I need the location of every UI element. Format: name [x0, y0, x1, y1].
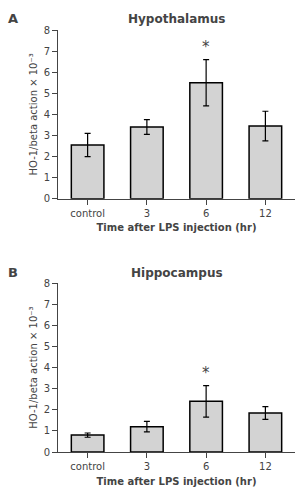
svg-text:4: 4	[44, 362, 50, 373]
svg-text:12: 12	[259, 461, 272, 472]
svg-text:Time after LPS injection (hr): Time after LPS injection (hr)	[97, 222, 257, 233]
svg-text:12: 12	[259, 208, 272, 219]
svg-text:4: 4	[44, 109, 50, 120]
svg-text:0: 0	[44, 193, 50, 204]
svg-text:3: 3	[144, 461, 150, 472]
svg-text:control: control	[70, 461, 105, 472]
svg-text:1: 1	[44, 172, 50, 183]
svg-text:7: 7	[44, 46, 50, 57]
svg-text:B: B	[8, 265, 18, 280]
svg-text:*: *	[202, 364, 210, 382]
svg-text:HO-1/beta action × 10⁻³: HO-1/beta action × 10⁻³	[28, 53, 39, 175]
svg-text:A: A	[8, 11, 18, 26]
svg-text:0: 0	[44, 447, 50, 458]
svg-text:6: 6	[44, 320, 50, 331]
svg-text:Hippocampus: Hippocampus	[131, 266, 223, 280]
svg-text:Time after LPS injection (hr): Time after LPS injection (hr)	[97, 476, 257, 487]
svg-text:3: 3	[144, 208, 150, 219]
svg-text:1: 1	[44, 425, 50, 436]
svg-text:Hypothalamus: Hypothalamus	[128, 12, 225, 26]
svg-text:8: 8	[44, 278, 50, 289]
svg-text:3: 3	[44, 383, 50, 394]
svg-text:6: 6	[44, 67, 50, 78]
svg-text:5: 5	[44, 88, 50, 99]
svg-text:*: *	[202, 38, 210, 56]
svg-text:2: 2	[44, 404, 50, 415]
svg-text:HO-1/beta action × 10⁻³: HO-1/beta action × 10⁻³	[28, 306, 39, 428]
svg-text:3: 3	[44, 130, 50, 141]
svg-text:control: control	[70, 208, 105, 219]
svg-text:2: 2	[44, 151, 50, 162]
svg-text:6: 6	[203, 208, 209, 219]
svg-text:7: 7	[44, 299, 50, 310]
svg-text:6: 6	[203, 461, 209, 472]
svg-text:5: 5	[44, 341, 50, 352]
svg-text:8: 8	[44, 25, 50, 36]
